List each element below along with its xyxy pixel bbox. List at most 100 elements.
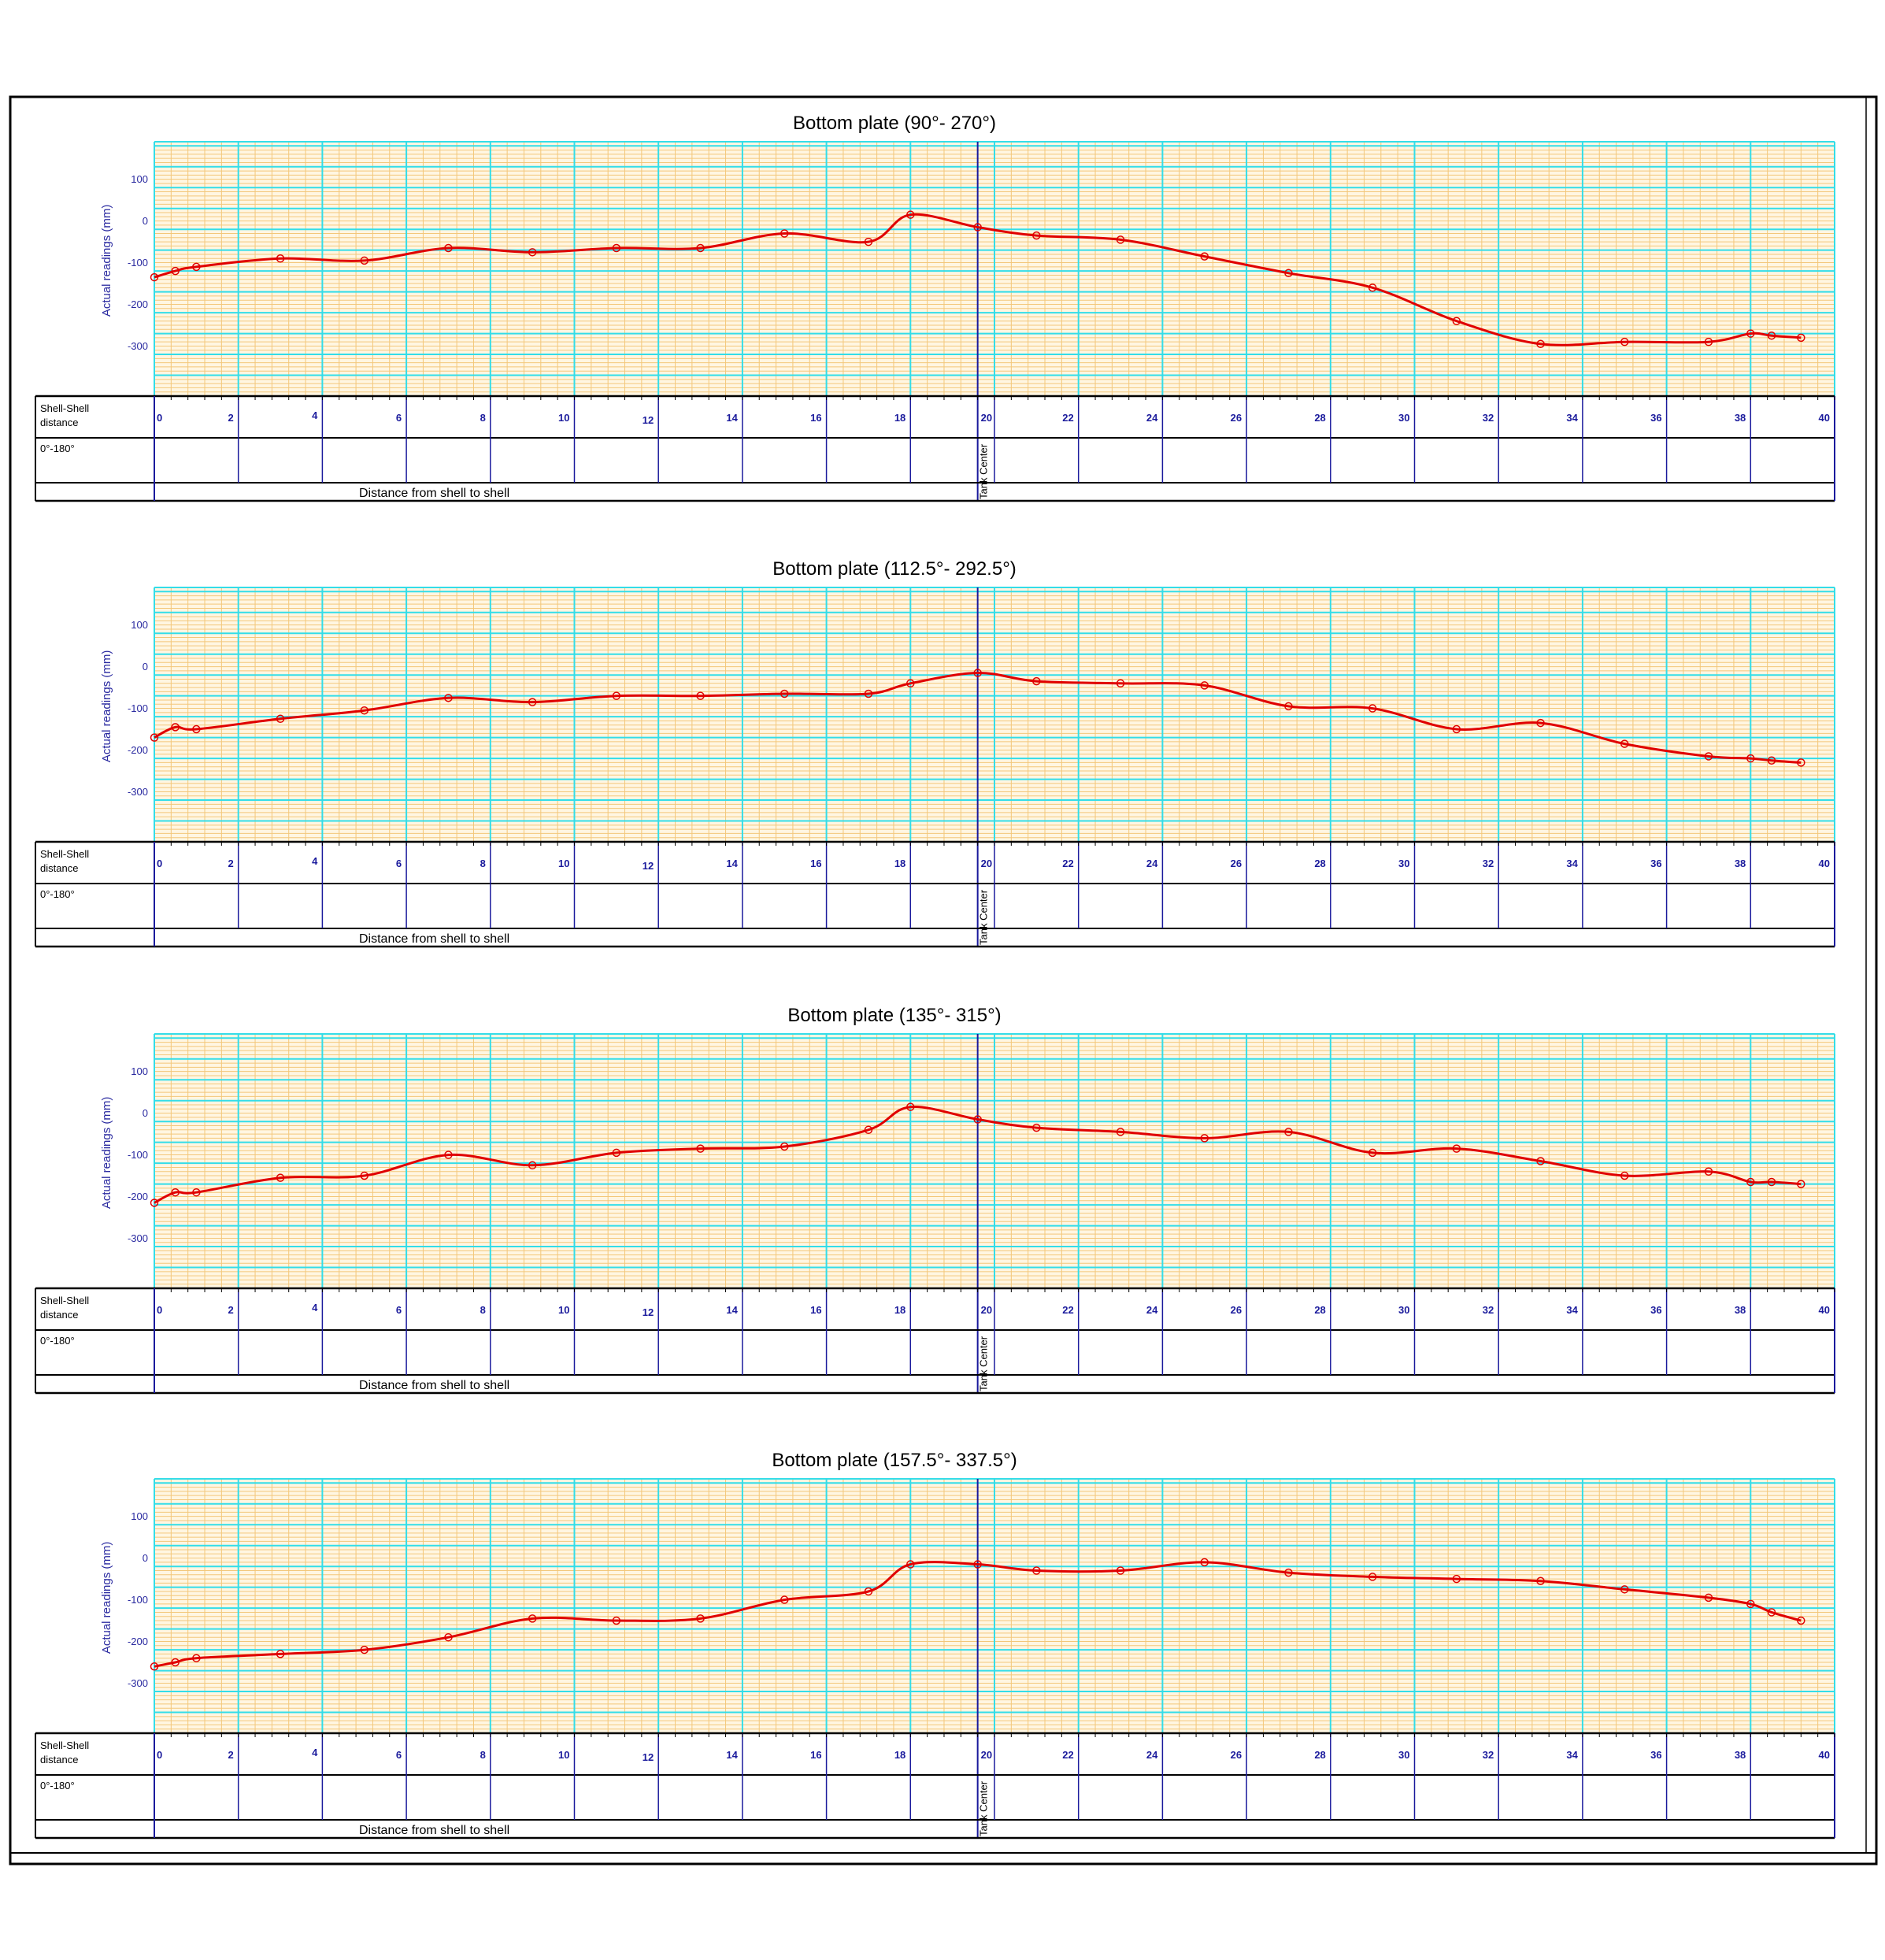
- data-point: [906, 679, 915, 688]
- data-point: [696, 691, 705, 700]
- data-point: [528, 1614, 537, 1623]
- x-tick-label: 8: [480, 412, 486, 424]
- data-point: [1620, 337, 1629, 346]
- y-tick-label: 0: [143, 1107, 148, 1119]
- x-tick-label: 16: [810, 1749, 821, 1761]
- y-tick-label: -200: [128, 298, 148, 310]
- row-label-shell-shell: Shell-Shell: [40, 848, 89, 860]
- data-point: [1284, 1568, 1293, 1577]
- data-point: [1032, 1123, 1041, 1132]
- y-tick-label: 0: [143, 215, 148, 227]
- chart-panel-2: Bottom plate (112.5°- 292.5°)1000-100-20…: [35, 558, 1835, 948]
- x-tick-label: 32: [1483, 1749, 1494, 1761]
- data-point: [1536, 1577, 1545, 1585]
- data-point: [1200, 252, 1209, 261]
- row-label-angle: 0°-180°: [40, 1780, 75, 1791]
- x-tick-label: 6: [396, 858, 402, 869]
- tank-center-label: Tank Center: [978, 443, 990, 499]
- x-tick-label: 36: [1650, 1304, 1661, 1316]
- data-point: [360, 1645, 368, 1654]
- x-tick-label: 22: [1062, 1749, 1073, 1761]
- x-tick-label: 0: [157, 858, 162, 869]
- tank-center-label: Tank Center: [978, 889, 990, 945]
- major-grid: [154, 142, 1835, 396]
- x-tick-label: 20: [981, 1304, 992, 1316]
- x-tick-label: 12: [643, 860, 654, 872]
- x-tick-label: 10: [558, 1304, 569, 1316]
- data-point: [192, 1654, 201, 1662]
- data-point: [1746, 754, 1755, 763]
- data-point: [1536, 718, 1545, 728]
- row-label-angle: 0°-180°: [40, 1335, 75, 1347]
- x-tick-label: 12: [643, 414, 654, 426]
- row-label-angle: 0°-180°: [40, 888, 75, 900]
- chart-panel-1: Bottom plate (90°- 270°)1000-100-200-300…: [35, 113, 1835, 502]
- chart-title: Bottom plate (90°- 270°): [793, 113, 996, 134]
- data-point: [696, 243, 705, 253]
- tank-center-label: Tank Center: [978, 1336, 990, 1391]
- x-tick-label: 2: [228, 1749, 233, 1761]
- data-point: [864, 689, 873, 698]
- data-point: [528, 248, 537, 257]
- tank-center-label: Tank Center: [978, 1780, 990, 1836]
- data-point: [528, 698, 537, 706]
- x-tick-label: 16: [810, 412, 821, 424]
- data-point: [360, 706, 368, 715]
- x-tick-label: 20: [981, 1749, 992, 1761]
- x-tick-label: 14: [726, 412, 738, 424]
- data-point: [1452, 724, 1461, 734]
- x-tick-label: 2: [228, 1304, 233, 1316]
- x-tick-label: 36: [1650, 858, 1661, 869]
- x-tick-label: 10: [558, 412, 569, 424]
- x-tick-label: 22: [1062, 1304, 1073, 1316]
- x-tick-label: 2: [228, 858, 233, 869]
- outer-frame: [9, 95, 1878, 1866]
- data-point: [1200, 1134, 1209, 1143]
- y-tick-label: -300: [128, 1232, 148, 1244]
- data-point: [1368, 1148, 1377, 1158]
- x-tick-label: 24: [1146, 858, 1158, 869]
- data-point: [906, 1102, 915, 1111]
- data-point: [1767, 1608, 1776, 1617]
- chart-panel-3: Bottom plate (135°- 315°)1000-100-200-30…: [35, 1005, 1835, 1395]
- x-tick-label: 34: [1566, 1749, 1578, 1761]
- data-point: [1200, 1558, 1209, 1567]
- data-point: [973, 1560, 982, 1569]
- data-point: [150, 272, 159, 282]
- data-point: [1620, 739, 1629, 748]
- data-point: [1536, 1157, 1545, 1165]
- x-tick-label: 40: [1819, 858, 1830, 869]
- chart-panel-4: Bottom plate (157.5°- 337.5°)1000-100-20…: [35, 1450, 1835, 1840]
- series-line: [154, 1105, 1802, 1204]
- x-tick-label: 30: [1398, 1304, 1409, 1316]
- data-point: [276, 254, 285, 263]
- data-point: [1767, 1177, 1776, 1187]
- data-point: [1116, 1128, 1125, 1136]
- x-tick-label: 20: [981, 858, 992, 869]
- x-tick-label: 4: [312, 1747, 318, 1758]
- row-label-angle: 0°-180°: [40, 443, 75, 454]
- x-tick-label: 18: [894, 1749, 905, 1761]
- x-tick-label: 8: [480, 1304, 486, 1316]
- data-point: [1452, 1574, 1461, 1584]
- x-tick-label: 20: [981, 412, 992, 424]
- data-point: [612, 691, 621, 700]
- data-point: [780, 229, 789, 238]
- row-label-distance: distance: [40, 1309, 78, 1321]
- row-label-distance: distance: [40, 417, 78, 428]
- y-tick-label: -200: [128, 744, 148, 756]
- data-point: [780, 689, 789, 698]
- x-tick-label: 38: [1735, 1749, 1746, 1761]
- data-point: [1746, 329, 1755, 338]
- data-point: [1620, 1171, 1629, 1180]
- data-point: [973, 1115, 982, 1124]
- data-point: [1032, 1566, 1041, 1575]
- data-point: [1116, 679, 1125, 688]
- data-point: [360, 1171, 368, 1180]
- y-tick-label: -100: [128, 702, 148, 714]
- y-tick-label: -100: [128, 1149, 148, 1161]
- data-point: [1452, 1144, 1461, 1153]
- data-point: [1746, 1177, 1755, 1187]
- x-tick-label: 28: [1314, 412, 1325, 424]
- data-point: [1368, 283, 1377, 292]
